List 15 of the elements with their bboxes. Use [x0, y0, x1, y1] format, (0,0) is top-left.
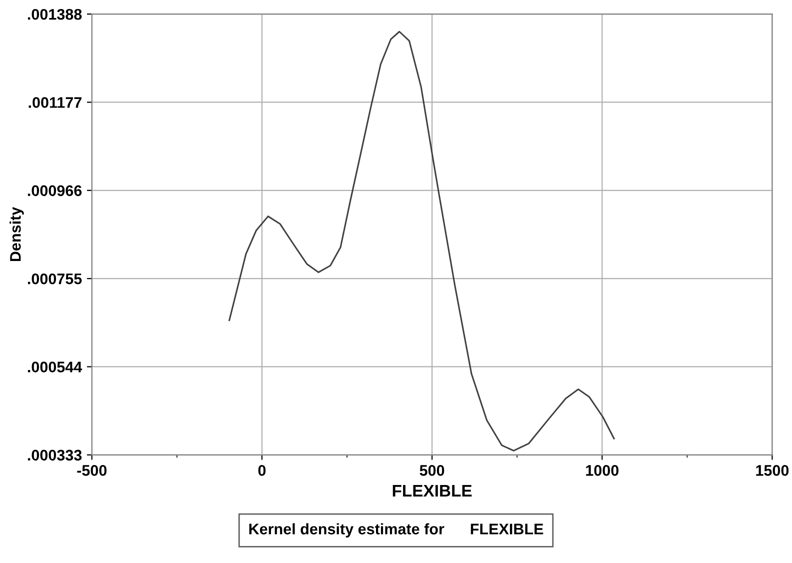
y-axis-title: Density — [10, 206, 24, 262]
y-tick-label: .000966 — [28, 185, 82, 196]
x-tick-label: 0 — [258, 465, 266, 476]
x-tick-label: 1000 — [586, 465, 618, 476]
x-tick-label: -500 — [77, 465, 107, 476]
x-tick-label: 1500 — [756, 465, 789, 476]
y-tick-label: .001388 — [28, 8, 82, 20]
x-axis-title: FLEXIBLE — [392, 485, 472, 496]
x-tick-label: 500 — [420, 465, 444, 476]
line-series — [228, 30, 615, 452]
text: Kernel density estimate for FLEXIBLE — [249, 523, 544, 538]
y-tick-label: .000544 — [28, 362, 82, 372]
y-tick-label: .000333 — [28, 450, 82, 461]
y-tick-label: .000755 — [28, 273, 82, 284]
y-tick-label: .001177 — [28, 97, 82, 108]
